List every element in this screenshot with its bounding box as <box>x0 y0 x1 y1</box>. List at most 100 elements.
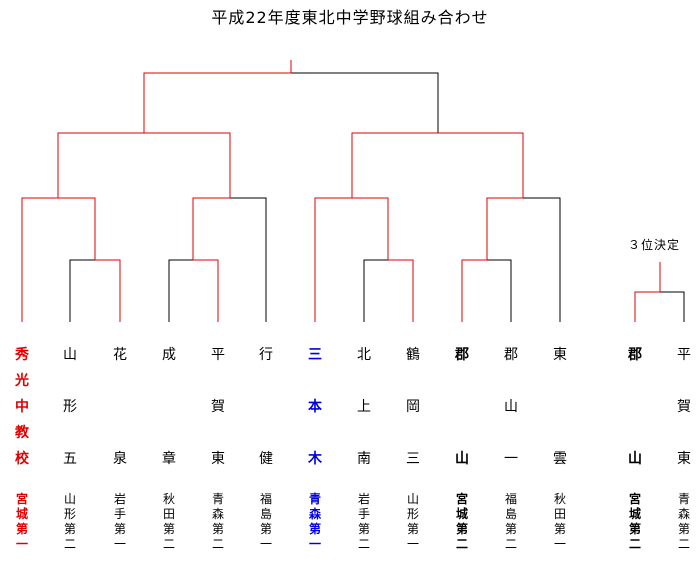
team-prefecture-char: 一 <box>406 537 419 551</box>
team-name: 行 健 <box>253 342 279 472</box>
team-prefecture-char: 宮 <box>628 492 641 506</box>
team-name-char: 中 <box>15 399 29 415</box>
team-name: 花 泉 <box>107 342 133 472</box>
team-prefecture-char: 森 <box>677 507 690 521</box>
team-name-char <box>302 420 328 446</box>
team-prefecture-char: 森 <box>211 507 224 521</box>
team-name-char <box>449 368 475 394</box>
team-name-char: 健 <box>259 451 273 467</box>
team-name-char <box>107 368 133 394</box>
team-name-char: 南 <box>357 451 371 467</box>
team-name-char <box>57 368 83 394</box>
team-name-char: 鶴 <box>406 347 420 363</box>
team-column: 郡 山宮城第二 <box>449 342 475 564</box>
team-name-char <box>449 394 475 420</box>
team-name-char <box>351 368 377 394</box>
team-name: 平 賀 東 <box>671 342 697 472</box>
team-prefecture-char: 第 <box>504 522 517 536</box>
team-prefecture: 岩手第一 <box>107 492 133 552</box>
team-name-char: 郡 <box>455 347 469 363</box>
team-name-char <box>107 394 133 420</box>
team-prefecture-char: 第 <box>406 522 419 536</box>
team-prefecture-char: 岩 <box>113 492 126 506</box>
team-prefecture-char: 宮 <box>455 492 468 506</box>
page-title: 平成22年度東北中学野球組み合わせ <box>211 8 489 27</box>
team-name: 郡 山 <box>622 342 648 472</box>
team-prefecture-char: 二 <box>504 537 517 551</box>
team-prefecture-char: 手 <box>357 507 370 521</box>
bracket-lines-red <box>21 60 661 322</box>
team-prefecture-char: 第 <box>628 522 641 536</box>
team-prefecture-char: 二 <box>455 537 468 551</box>
team-prefecture-char: 福 <box>259 492 272 506</box>
team-name-char <box>205 420 231 446</box>
team-prefecture: 福島第一 <box>253 492 279 552</box>
team-name-char <box>547 394 573 420</box>
team-prefecture-char: 島 <box>504 507 517 521</box>
team-prefecture-char: 手 <box>113 507 126 521</box>
team-name-char <box>498 368 524 394</box>
team-name-char: 教 <box>15 425 29 441</box>
team-prefecture-char: 城 <box>628 507 641 521</box>
team-name-char <box>253 420 279 446</box>
team-column: 郡 山 一福島第二 <box>498 342 524 564</box>
team-prefecture-char: 第 <box>677 522 690 536</box>
team-name-char <box>547 368 573 394</box>
team-prefecture-char: 二 <box>162 537 175 551</box>
team-prefecture: 山形第一 <box>400 492 426 552</box>
team-prefecture-char: 二 <box>677 537 690 551</box>
team-prefecture-char: 一 <box>15 537 28 551</box>
tournament-bracket <box>21 60 685 322</box>
team-name: 山 形 五 <box>57 342 83 472</box>
team-prefecture-char: 田 <box>553 507 566 521</box>
team-name-char <box>57 420 83 446</box>
team-name-char: 三 <box>406 451 420 467</box>
team-prefecture-char: 森 <box>308 507 321 521</box>
team-name-char: 木 <box>308 451 322 467</box>
team-prefecture-char: 山 <box>63 492 76 506</box>
team-column: 平 賀 東青森第二 <box>205 342 231 564</box>
team-name-char: 秀 <box>15 347 29 363</box>
team-prefecture-char: 青 <box>308 492 321 506</box>
team-column: 鶴 岡 三山形第一 <box>400 342 426 564</box>
team-name-char: 東 <box>553 347 567 363</box>
team-name-char: 本 <box>308 399 322 415</box>
team-name-char: 三 <box>308 347 322 363</box>
team-prefecture: 山形第二 <box>57 492 83 552</box>
team-name-char: 賀 <box>677 399 691 415</box>
team-name-char: 平 <box>677 347 691 363</box>
team-prefecture: 岩手第二 <box>351 492 377 552</box>
team-name-char: 五 <box>63 451 77 467</box>
team-name-char: 山 <box>504 399 518 415</box>
team-prefecture: 秋田第一 <box>547 492 573 552</box>
team-name-char <box>156 368 182 394</box>
team-name-char: 賀 <box>211 399 225 415</box>
team-name-char: 形 <box>63 399 77 415</box>
team-column: 東 雲秋田第一 <box>547 342 573 564</box>
team-name: 秀光中教校 <box>9 342 35 472</box>
team-column: 秀光中教校宮城第一 <box>9 342 35 564</box>
team-column: 山 形 五山形第二 <box>57 342 83 564</box>
team-prefecture-char: 山 <box>406 492 419 506</box>
team-prefecture-char: 第 <box>211 522 224 536</box>
team-prefecture: 青森第二 <box>205 492 231 552</box>
team-prefecture: 青森第一 <box>302 492 328 552</box>
team-name-char <box>449 420 475 446</box>
team-prefecture-char: 宮 <box>15 492 28 506</box>
team-prefecture-char: 一 <box>113 537 126 551</box>
team-name-char: 北 <box>357 347 371 363</box>
team-name-char: 花 <box>113 347 127 363</box>
team-prefecture: 青森第二 <box>671 492 697 552</box>
team-prefecture-char: 青 <box>677 492 690 506</box>
team-name-char <box>671 420 697 446</box>
team-name-char <box>156 420 182 446</box>
team-prefecture-char: 島 <box>259 507 272 521</box>
team-name-char <box>400 368 426 394</box>
team-column: 北 上 南岩手第二 <box>351 342 377 564</box>
team-prefecture-char: 田 <box>162 507 175 521</box>
team-name-char <box>622 368 648 394</box>
team-name-char <box>671 368 697 394</box>
team-name: 北 上 南 <box>351 342 377 472</box>
team-prefecture-char: 第 <box>113 522 126 536</box>
team-prefecture-char: 形 <box>63 507 76 521</box>
